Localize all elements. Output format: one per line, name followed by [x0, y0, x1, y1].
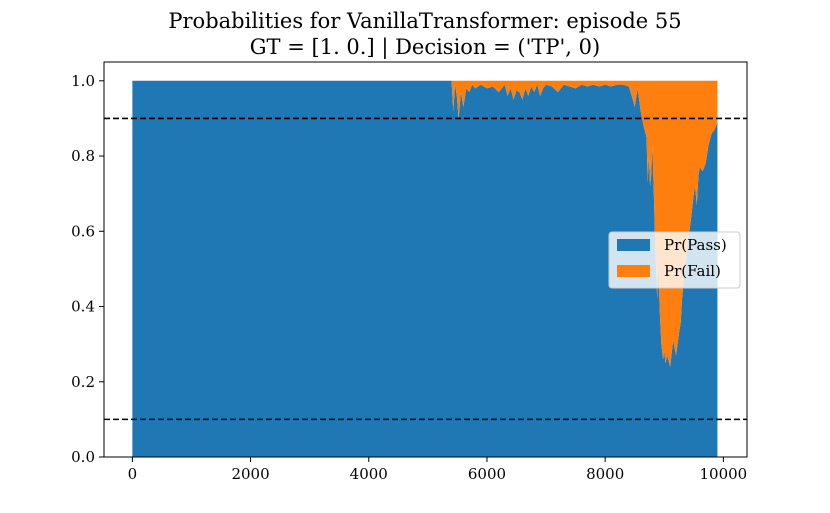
- legend-swatch-fail: [617, 265, 650, 277]
- x-tick-label: 0: [128, 465, 138, 483]
- threshold-layer: [104, 117, 747, 421]
- x-tick-label: 4000: [350, 465, 388, 483]
- area-layer: [132, 80, 718, 458]
- y-tick-label: 0.0: [71, 448, 95, 466]
- x-tick-label: 6000: [468, 465, 506, 483]
- y-tick-label: 0.6: [71, 222, 95, 240]
- y-tick-label: 0.4: [71, 298, 95, 316]
- y-tick-label: 0.2: [71, 373, 95, 391]
- chart-title: Probabilities for VanillaTransformer: ep…: [168, 9, 681, 33]
- area-pr-pass: [132, 80, 718, 458]
- y-tick-label: 1.0: [71, 72, 95, 90]
- x-tick-label: 8000: [586, 465, 624, 483]
- area-pr-fail: [132, 80, 718, 367]
- x-tick-label: 10000: [700, 465, 748, 483]
- y-axis: 0.0 0.2 0.4 0.6 0.8 1.0: [71, 72, 104, 466]
- chart-subtitle: GT = [1. 0.] | Decision = ('TP', 0): [250, 35, 600, 60]
- x-tick-label: 2000: [231, 465, 269, 483]
- legend-label-fail: Pr(Fail): [664, 262, 721, 280]
- legend: Pr(Pass) Pr(Fail): [608, 231, 741, 289]
- x-axis: 0 2000 4000 6000 8000 10000: [128, 457, 748, 483]
- legend-swatch-pass: [617, 239, 650, 251]
- legend-label-pass: Pr(Pass): [664, 236, 727, 254]
- plot-frame: [103, 61, 748, 458]
- y-tick-label: 0.8: [71, 147, 95, 165]
